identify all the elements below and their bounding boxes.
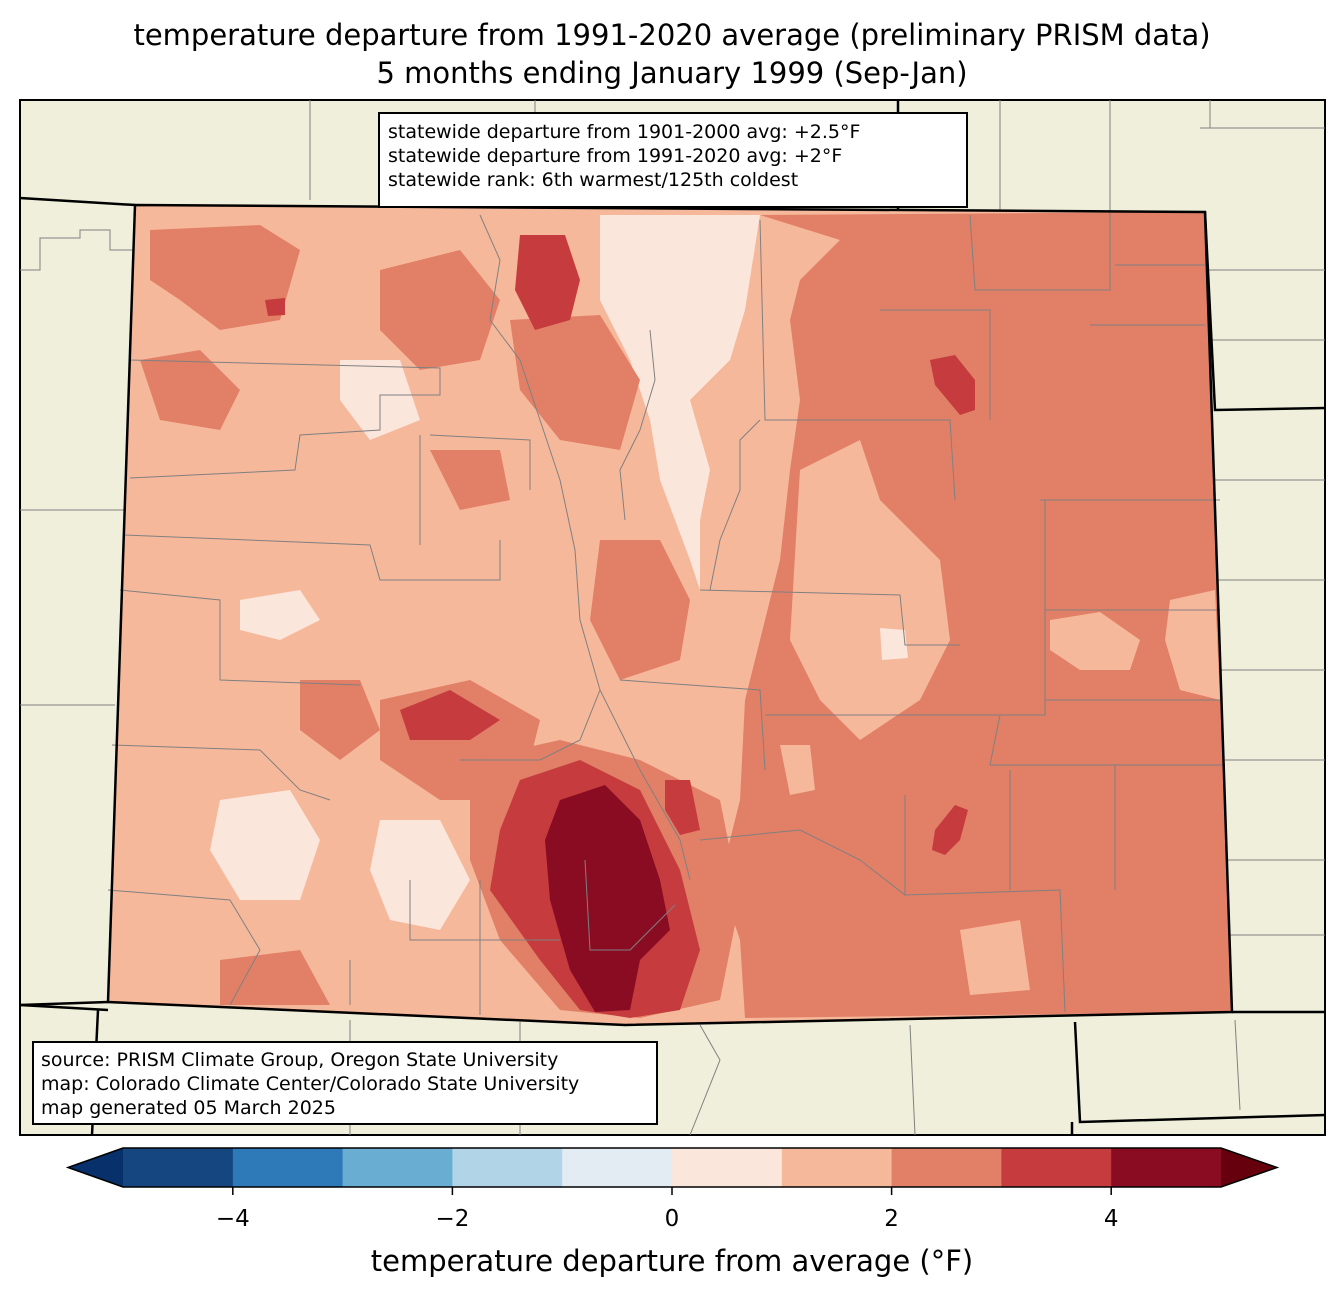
colorbar-bin-4 (562, 1148, 673, 1187)
source-line-generated: map generated 05 March 2025 (41, 1097, 336, 1119)
colorbar-label: temperature departure from average (°F) (370, 1244, 974, 1278)
colorbar (65, 1147, 1280, 1195)
colorbar-bin-0 (123, 1148, 234, 1187)
stats-line-1901-2000: statewide departure from 1901-2000 avg: … (388, 121, 861, 143)
colorbar-bin-6 (781, 1148, 893, 1187)
colorbar-tick-label-2: 0 (664, 1206, 680, 1232)
source-line-prism: source: PRISM Climate Group, Oregon Stat… (41, 1049, 559, 1071)
colorbar-extend-high (1221, 1148, 1277, 1187)
colorbar-bin-5 (672, 1148, 783, 1187)
colorbar-extend-low (68, 1148, 123, 1187)
colorbar-bin-7 (891, 1148, 1002, 1187)
river-lines (460, 214, 761, 881)
state-border-extensions (19, 1000, 1325, 1014)
colorbar-bin-2 (342, 1148, 453, 1187)
temperature-contours (140, 212, 1232, 1018)
source-line-map: map: Colorado Climate Center/Colorado St… (41, 1073, 580, 1095)
colorbar-bin-1 (232, 1148, 344, 1187)
stats-line-rank: statewide rank: 6th warmest/125th coldes… (388, 169, 799, 191)
stats-line-1991-2020: statewide departure from 1991-2020 avg: … (388, 145, 843, 167)
statewide-stats-box: statewide departure from 1901-2000 avg: … (378, 112, 968, 208)
map-title-line2: 5 months ending January 1999 (Sep-Jan) (376, 56, 968, 90)
colorbar-outline (65, 1147, 1280, 1188)
source-box: source: PRISM Climate Group, Oregon Stat… (32, 1041, 658, 1125)
colorbar-tick-label-1: −2 (435, 1206, 470, 1232)
colorbar-tick-label-3: 2 (884, 1206, 899, 1232)
colorbar-bin-9 (1111, 1148, 1222, 1187)
colorbar-bin-3 (452, 1148, 563, 1187)
colorbar-tick-label-0: −4 (215, 1206, 250, 1232)
county-lines (107, 210, 1225, 1015)
colorado-state-border (106, 203, 1234, 1027)
colorbar-bin-8 (1001, 1148, 1112, 1187)
map-title-line1: temperature departure from 1991-2020 ave… (133, 18, 1211, 52)
colorbar-tick-label-4: 4 (1103, 1206, 1119, 1232)
